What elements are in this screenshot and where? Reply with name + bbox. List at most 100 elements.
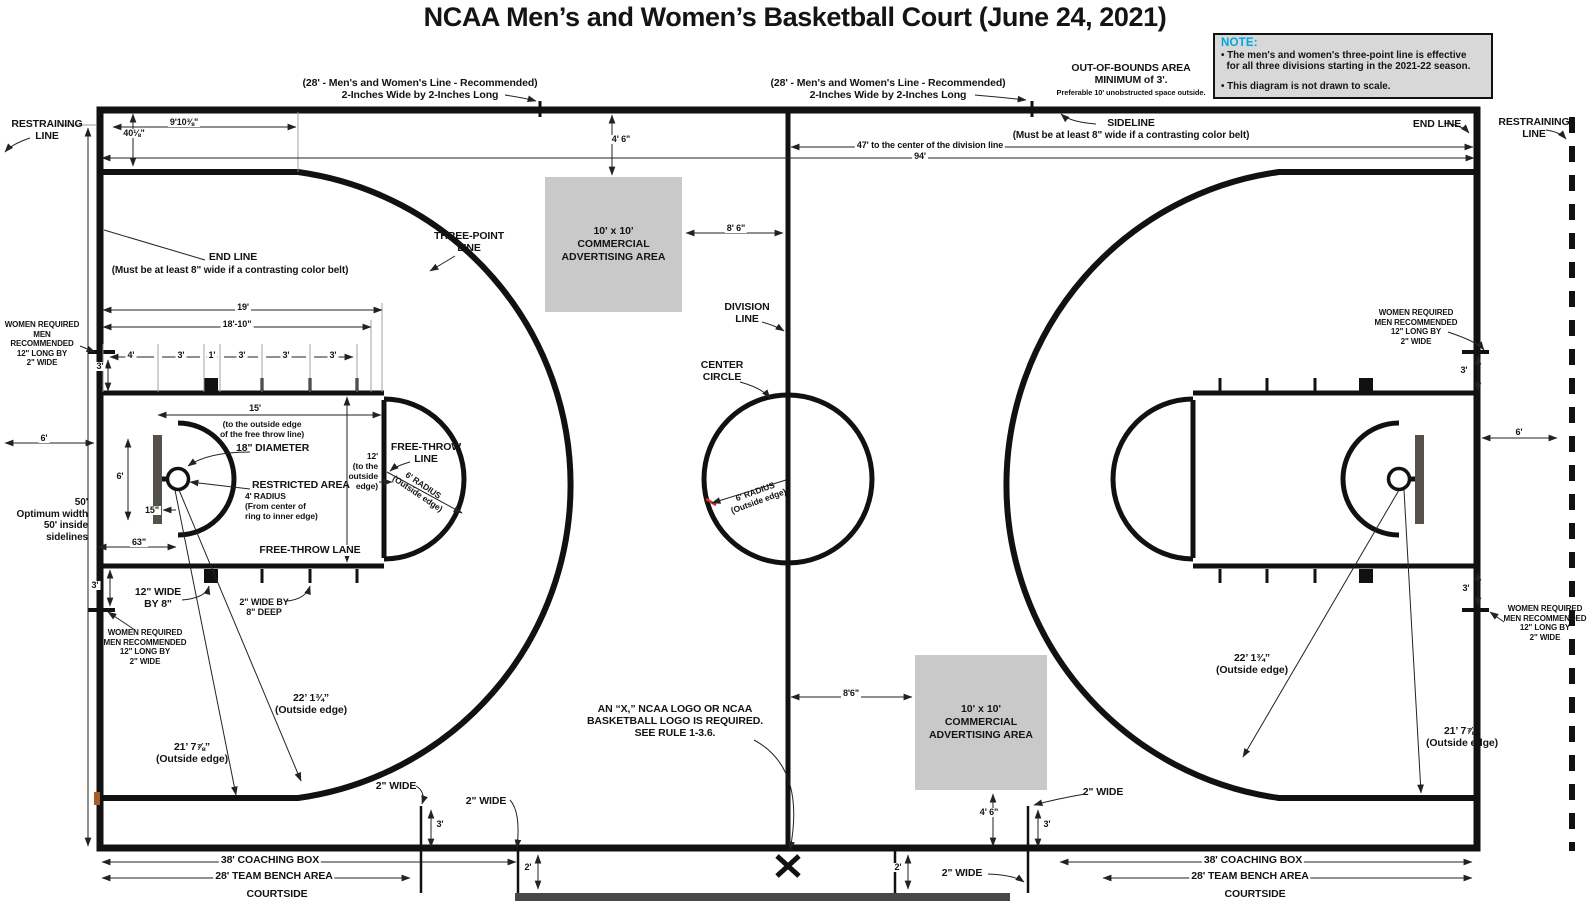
center-circle-label: CENTER CIRCLE xyxy=(700,359,744,384)
women-required-label-left-bottom: WOMEN REQUIRED MEN RECOMMENDED 12" LONG … xyxy=(103,628,187,666)
division-line-label: DIVISION LINE xyxy=(724,301,770,326)
center-x-mark xyxy=(775,854,801,878)
three-point-line-label: THREE-POINT LINE xyxy=(433,230,505,255)
2in-wide-label-left-2: 2" WIDE xyxy=(465,795,507,807)
three-point-line-right xyxy=(1003,169,1477,801)
free-throw-lane-right xyxy=(1193,390,1477,569)
dim-47ft-label: 47' to the center of the division line xyxy=(854,140,1006,151)
dim-3ft-left-bottom-label: 3' xyxy=(89,580,101,591)
note-item-1: • The men's and women's three-point line… xyxy=(1221,50,1471,73)
lane-tick-1ft-label: 1' xyxy=(206,350,218,361)
dim-8ft6-top-label: 8' 6" xyxy=(724,223,748,234)
free-throw-circle-left xyxy=(383,396,467,562)
out-of-bounds-sub-label: Preferable 10' unobstructed space outsid… xyxy=(1056,88,1206,97)
center-circle xyxy=(701,392,875,566)
team-bench-label-left: 28' TEAM BENCH AREA xyxy=(213,870,335,883)
dim-2ft-label-left: 2' xyxy=(522,862,534,873)
restricted-arc-right xyxy=(1340,420,1400,538)
dim-4ft6-top-label: 4' 6" xyxy=(609,134,633,145)
dim-4ft6-bottom-label: 4' 6" xyxy=(977,807,1001,818)
restraining-line-label-left: RESTRAINING LINE xyxy=(11,118,83,143)
dim-15in-label: 15" xyxy=(143,505,161,516)
28ft-line-label-left: (28' - Men's and Women's Line - Recommen… xyxy=(302,77,538,102)
lane-tick-3ft-label-4: 3' xyxy=(327,350,339,361)
dim-15ft-sub-label: (to the outside edge of the free throw l… xyxy=(219,419,305,439)
free-throw-circle-right xyxy=(1110,396,1194,562)
restraining-line-label-right: RESTRAINING LINE xyxy=(1498,116,1570,141)
2in-wide-label-right-2: 2" WIDE xyxy=(941,867,983,879)
lane-tick-3ft-label-3: 3' xyxy=(280,350,292,361)
dim-40in-label: 40⅛" xyxy=(121,128,147,139)
dim-12ft-label: 12' (to the outside edge) xyxy=(348,451,378,491)
sideline-label: SIDELINE xyxy=(1107,117,1155,129)
courtside-label-left: COURTSIDE xyxy=(246,888,308,900)
dim-15ft-label: 15' xyxy=(247,403,263,414)
2in-wide-label-left-1: 2" WIDE xyxy=(375,780,417,792)
dim-3ft-right-top-label: 3' xyxy=(1458,365,1470,376)
filled-marks xyxy=(94,378,1424,901)
rim-diameter-label: 18" DIAMETER xyxy=(236,442,310,454)
dim-9ft10-label: 9'10⅜" xyxy=(167,117,201,128)
restricted-area-label: RESTRICTED AREA xyxy=(252,479,350,491)
dim-22ft-label-left: 22’ 1¾” (Outside edge) xyxy=(274,692,348,717)
block-12in-wide-label: 12" WIDE BY 8" xyxy=(134,586,182,611)
restricted-arc-left xyxy=(177,420,237,538)
28ft-line-marks xyxy=(538,101,1034,117)
x-logo-required-label: AN “X,” NCAA LOGO OR NCAA BASKETBALL LOG… xyxy=(586,703,764,740)
dim-19ft-label: 19' xyxy=(235,302,251,313)
free-throw-lane-left xyxy=(100,390,384,569)
dim-63in-label: 63" xyxy=(130,537,148,548)
dim-6ft-backboard-label: 6' xyxy=(114,471,126,482)
lane-tick-4ft-label: 4' xyxy=(125,350,137,361)
dim-6ft-restraining-left-label: 6' xyxy=(38,433,50,444)
end-line-label-right: END LINE xyxy=(1412,118,1462,130)
note-item-2: • This diagram is not drawn to scale. xyxy=(1221,80,1391,92)
coaching-box-label-right: 38' COACHING BOX xyxy=(1201,854,1305,867)
backboard-right xyxy=(1415,435,1424,524)
dim-3ft-right-bottom-label: 3' xyxy=(1460,583,1472,594)
28ft-line-label-right: (28' - Men's and Women's Line - Recommen… xyxy=(770,77,1006,102)
orange-accent xyxy=(94,792,100,805)
backboard-left xyxy=(153,435,162,524)
scorer-table-bar xyxy=(515,893,1010,901)
coaching-box-label-left: 38' COACHING BOX xyxy=(218,854,322,867)
end-line-sub-label-left: (Must be at least 8" wide if a contrasti… xyxy=(111,265,349,276)
dim-18ft10-label: 18'-10" xyxy=(220,319,254,330)
note-heading: NOTE: xyxy=(1221,37,1258,49)
commercial-ad-area-bottom: 10' x 10' COMMERCIAL ADVERTISING AREA xyxy=(915,655,1047,790)
dim-3ft-coachline-left-label: 3' xyxy=(434,819,446,830)
restricted-area-sub-label: 4' RADIUS (From center of ring to inner … xyxy=(245,491,318,521)
rim-right xyxy=(1386,466,1412,492)
dim-3ft-left-top-label: 3' xyxy=(94,361,106,372)
dim-50ft-width-label: 50' Optimum width 50' inside sidelines xyxy=(16,497,89,543)
note-box: NOTE: • The men's and women's three-poin… xyxy=(1213,33,1493,99)
lane-tick-3ft-label-2: 3' xyxy=(236,350,248,361)
dim-3ft-coachline-right-label: 3' xyxy=(1041,819,1053,830)
sideline-sub-label: (Must be at least 8" wide if a contrasti… xyxy=(1012,130,1250,141)
commercial-ad-area-top: 10' x 10' COMMERCIAL ADVERTISING AREA xyxy=(545,177,682,312)
red-accent xyxy=(705,497,717,507)
dim-8ft6-bottom-label: 8'6" xyxy=(840,688,862,699)
women-required-label-right-bottom: WOMEN REQUIRED MEN RECOMMENDED 12" LONG … xyxy=(1503,604,1587,642)
dim-2ft-label-right: 2' xyxy=(892,862,904,873)
2in-wide-label-right-1: 2" WIDE xyxy=(1082,786,1124,798)
out-of-bounds-label: OUT-OF-BOUNDS AREA MINIMUM of 3'. xyxy=(1071,62,1191,87)
page-title: NCAA Men’s and Women’s Basketball Court … xyxy=(423,2,1167,32)
dim-21ft-label-right: 21’ 7⅞” (Outside edge) xyxy=(1425,725,1499,750)
three-point-line-left xyxy=(100,169,574,801)
team-bench-label-right: 28' TEAM BENCH AREA xyxy=(1189,870,1311,883)
dim-94ft-label: 94' xyxy=(912,151,928,162)
courtside-label-right: COURTSIDE xyxy=(1224,888,1286,900)
leader-arrows xyxy=(4,94,1567,883)
hash-2in-wide-label: 2" WIDE BY 8" DEEP xyxy=(239,597,289,618)
rim-left xyxy=(165,466,191,492)
dim-21ft-label-left: 21’ 7⅞” (Outside edge) xyxy=(155,741,229,766)
lane-tick-3ft-label-1: 3' xyxy=(175,350,187,361)
dim-22ft-label-right: 22’ 1¾” (Outside edge) xyxy=(1215,652,1289,677)
coaching-box-lines xyxy=(419,806,1030,893)
free-throw-line-label: FREE-THROW LINE xyxy=(390,441,462,466)
women-required-label-right-top: WOMEN REQUIRED MEN RECOMMENDED 12" LONG … xyxy=(1374,308,1458,346)
end-line-label-left: END LINE xyxy=(208,251,258,263)
